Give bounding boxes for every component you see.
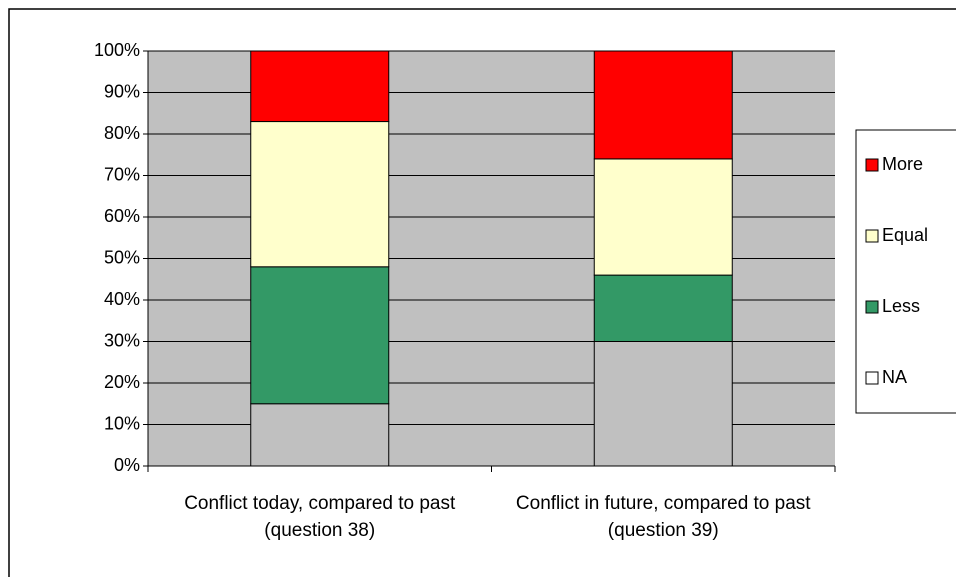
legend-label: Equal [882, 225, 928, 245]
bar-segment [250, 266, 390, 405]
legend-label: Less [882, 296, 920, 316]
x-tick-label: Conflict today, compared to past (questi… [184, 493, 456, 541]
bar-segment [593, 341, 733, 467]
y-tick-label: 30% [104, 330, 140, 350]
y-tick-label: 10% [104, 413, 140, 433]
legend-swatch [865, 158, 879, 172]
legend-label: NA [882, 367, 907, 387]
x-tick-label: Conflict in future, compared to past (qu… [515, 493, 811, 541]
y-tick-label: 0% [114, 455, 140, 475]
y-tick-label: 20% [104, 372, 140, 392]
y-tick-label: 50% [104, 247, 140, 267]
bar-segment [250, 121, 390, 268]
bar-segment [593, 50, 733, 160]
legend-box [855, 129, 956, 414]
bar-segment [250, 403, 390, 467]
y-tick-label: 100% [94, 40, 140, 60]
bar-segment [250, 50, 390, 123]
legend-swatch [865, 229, 879, 243]
bar-segment [593, 274, 733, 343]
y-tick-label: 70% [104, 164, 140, 184]
y-tick-label: 90% [104, 81, 140, 101]
bar-segment [593, 158, 733, 276]
y-tick-label: 40% [104, 289, 140, 309]
y-tick-label: 60% [104, 206, 140, 226]
legend-label: More [882, 154, 923, 174]
legend-swatch [865, 300, 879, 314]
y-tick-label: 80% [104, 123, 140, 143]
legend-swatch [865, 371, 879, 385]
